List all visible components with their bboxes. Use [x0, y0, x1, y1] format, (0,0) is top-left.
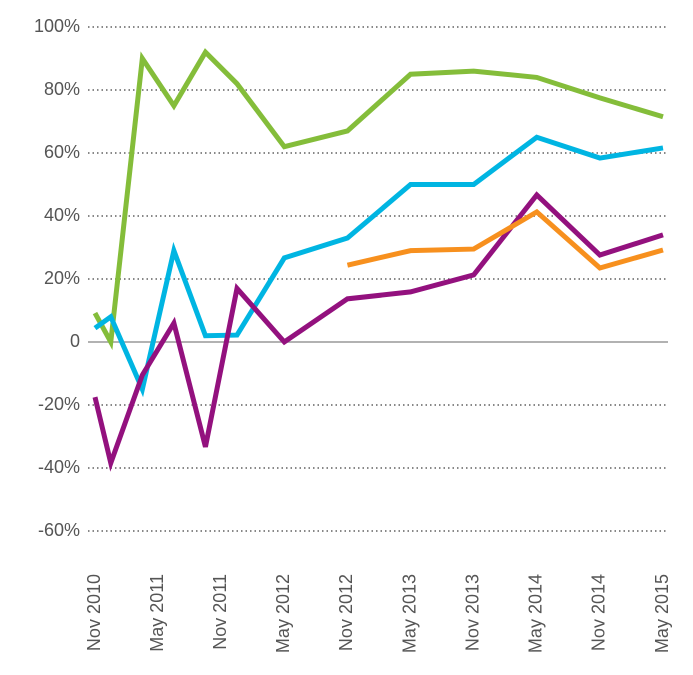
x-tick-label: Nov 2010 — [84, 574, 104, 651]
series-line — [92, 48, 664, 351]
x-tick-label: May 2011 — [147, 574, 167, 652]
x-tick-label: May 2013 — [399, 574, 419, 653]
y-tick-label: 60% — [44, 142, 80, 162]
series-line — [92, 191, 664, 472]
y-tick-label: 40% — [44, 205, 80, 225]
y-tick-label: 0 — [70, 331, 80, 351]
x-tick-label: Nov 2012 — [336, 574, 356, 651]
y-tick-label: -40% — [38, 457, 80, 477]
x-tick-label: Nov 2014 — [589, 574, 609, 651]
x-tick-label: May 2012 — [273, 574, 293, 653]
x-tick-label: May 2015 — [652, 574, 672, 653]
x-tick-label: Nov 2011 — [210, 574, 230, 650]
y-tick-label: 80% — [44, 79, 80, 99]
y-tick-label: 20% — [44, 268, 80, 288]
series-line — [93, 134, 664, 398]
y-tick-label: 100% — [34, 16, 80, 36]
y-tick-label: -20% — [38, 394, 80, 414]
x-tick-label: May 2014 — [526, 574, 546, 653]
series-line — [346, 208, 664, 271]
x-tick-label: Nov 2013 — [462, 574, 482, 651]
y-tick-label: -60% — [38, 520, 80, 540]
